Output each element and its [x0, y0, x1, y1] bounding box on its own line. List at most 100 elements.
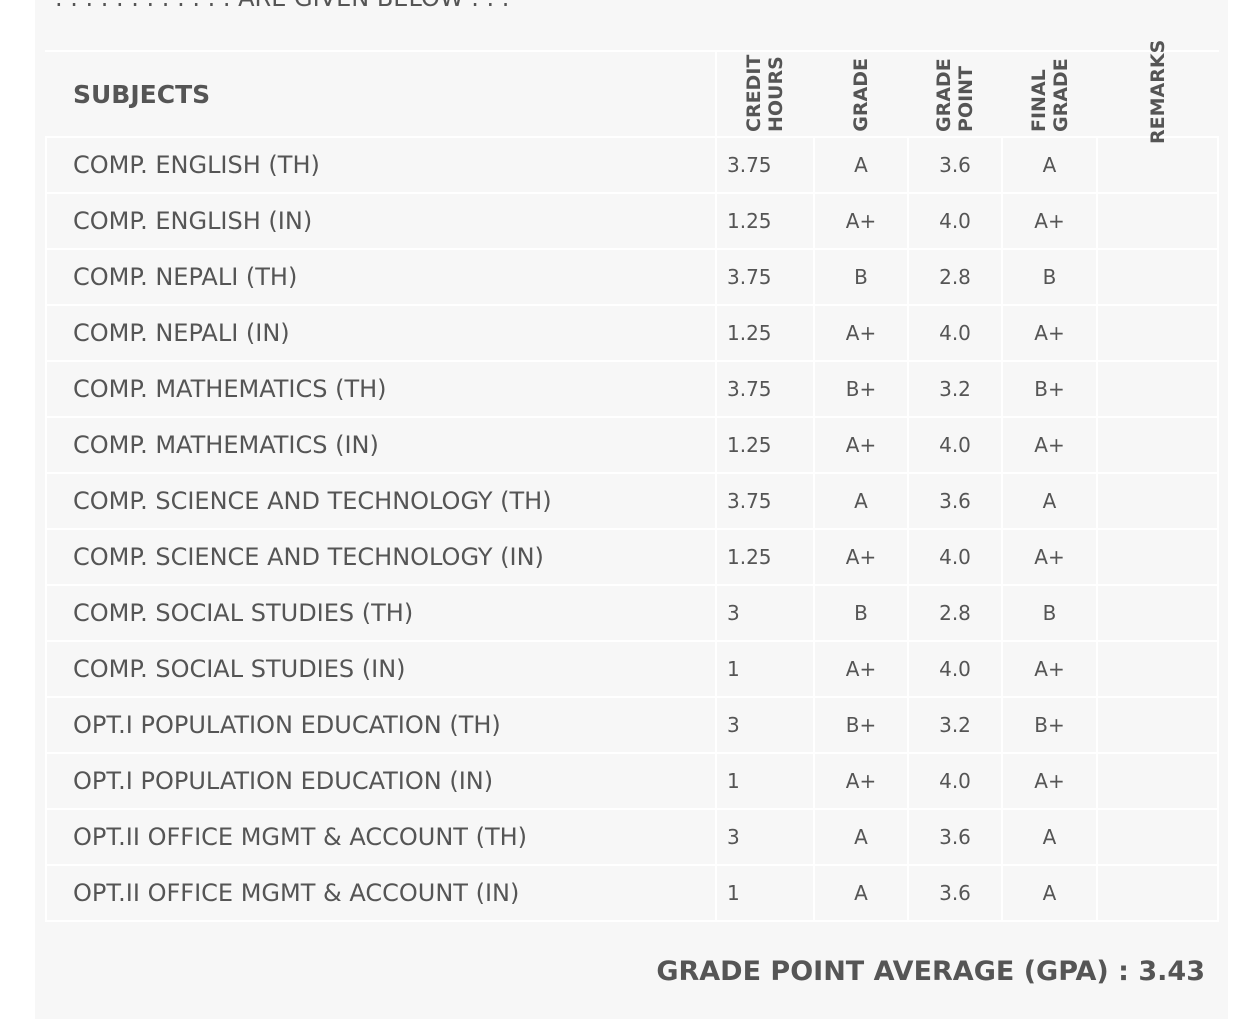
header-cell: GRADE — [814, 50, 908, 138]
value-cell: A — [813, 472, 909, 530]
value-cell: 3.6 — [907, 136, 1003, 194]
value-cell: A+ — [1001, 528, 1098, 586]
subject-cell: COMP. MATHEMATICS (TH) — [45, 360, 717, 418]
value-cell: 2.8 — [907, 584, 1003, 642]
value-cell: A+ — [1001, 304, 1098, 362]
value-cell: B+ — [1001, 696, 1098, 754]
table-row: COMP. SOCIAL STUDIES (TH) 3 B 2.8 B — [45, 584, 1219, 642]
value-cell: A+ — [813, 304, 909, 362]
table-row: COMP. MATHEMATICS (TH) 3.75 B+ 3.2 B+ — [45, 360, 1219, 418]
subject-cell: COMP. SOCIAL STUDIES (TH) — [45, 584, 717, 642]
table-row: COMP. NEPALI (TH) 3.75 B 2.8 B — [45, 248, 1219, 306]
value-cell: A — [1001, 808, 1098, 866]
header-row: SUBJECTS CREDIT HOURS GRADE GRADE POINT FINA… — [46, 40, 1218, 144]
value-cell: B — [813, 584, 909, 642]
value-cell: A — [813, 864, 909, 922]
remarks-cell — [1096, 472, 1219, 530]
subject-cell: OPT.I POPULATION EDUCATION (IN) — [45, 752, 717, 810]
value-cell: A+ — [813, 192, 909, 250]
remarks-cell — [1096, 752, 1219, 810]
value-cell: A — [1001, 472, 1098, 530]
value-cell: B — [813, 248, 909, 306]
header-label: REMARKS — [1146, 39, 1169, 144]
value-cell: 3.2 — [907, 696, 1003, 754]
value-cell: A — [1001, 864, 1098, 922]
value-cell: 3 — [715, 696, 815, 754]
value-cell: A — [813, 808, 909, 866]
table-row: COMP. ENGLISH (IN) 1.25 A+ 4.0 A+ — [45, 192, 1219, 250]
remarks-cell — [1096, 192, 1219, 250]
value-cell: 1.25 — [715, 304, 815, 362]
table-body: COMP. ENGLISH (TH) 3.75 A 3.6 A COMP. ENGLISH… — [45, 136, 1219, 922]
table-row: OPT.II OFFICE MGMT & ACCOUNT (IN) 1 A 3.6 A — [45, 864, 1219, 922]
table-row: COMP. ENGLISH (TH) 3.75 A 3.6 A — [45, 136, 1219, 194]
value-cell: 4.0 — [907, 192, 1003, 250]
value-cell: 3.6 — [907, 808, 1003, 866]
subject-cell: COMP. SCIENCE AND TECHNOLOGY (IN) — [45, 528, 717, 586]
table-row: COMP. SCIENCE AND TECHNOLOGY (IN) 1.25 A+ 4… — [45, 528, 1219, 586]
header-label: GRADE POINT — [933, 58, 977, 132]
value-cell: 3 — [715, 584, 815, 642]
remarks-cell — [1096, 528, 1219, 586]
remarks-cell — [1096, 416, 1219, 474]
subject-cell: COMP. NEPALI (IN) — [45, 304, 717, 362]
value-cell: B+ — [1001, 360, 1098, 418]
subject-cell: COMP. NEPALI (TH) — [45, 248, 717, 306]
value-cell: B+ — [813, 360, 909, 418]
header-cell: REMARKS — [1097, 40, 1218, 144]
value-cell: 4.0 — [907, 640, 1003, 698]
value-cell: 4.0 — [907, 304, 1003, 362]
value-cell: 1 — [715, 864, 815, 922]
subject-cell: COMP. ENGLISH (TH) — [45, 136, 717, 194]
value-cell: 3.6 — [907, 864, 1003, 922]
value-cell: A — [813, 136, 909, 194]
remarks-cell — [1096, 696, 1219, 754]
value-cell: 4.0 — [907, 528, 1003, 586]
gpa-value: 3.43 — [1138, 956, 1205, 987]
table-row: OPT.II OFFICE MGMT & ACCOUNT (TH) 3 A 3.6 A — [45, 808, 1219, 866]
value-cell: A+ — [813, 416, 909, 474]
subject-cell: COMP. ENGLISH (IN) — [45, 192, 717, 250]
grade-table: SUBJECTS CREDIT HOURS GRADE GRADE POINT FINA… — [45, 40, 1219, 922]
remarks-cell — [1096, 864, 1219, 922]
subject-cell: COMP. SCIENCE AND TECHNOLOGY (TH) — [45, 472, 717, 530]
remarks-cell — [1096, 136, 1219, 194]
value-cell: 1.25 — [715, 528, 815, 586]
value-cell: 3.6 — [907, 472, 1003, 530]
table-row: OPT.I POPULATION EDUCATION (TH) 3 B+ 3.2 B+ — [45, 696, 1219, 754]
value-cell: 3.75 — [715, 136, 815, 194]
value-cell: 3.75 — [715, 360, 815, 418]
value-cell: B+ — [813, 696, 909, 754]
subject-cell: OPT.II OFFICE MGMT & ACCOUNT (TH) — [45, 808, 717, 866]
value-cell: A+ — [813, 752, 909, 810]
header-cell: FINAL GRADE — [1002, 50, 1097, 138]
header-cell: SUBJECTS — [46, 50, 717, 138]
value-cell: A+ — [1001, 192, 1098, 250]
header-label: GRADE — [850, 58, 872, 132]
value-cell: 3.2 — [907, 360, 1003, 418]
value-cell: A+ — [1001, 416, 1098, 474]
value-cell: A+ — [1001, 752, 1098, 810]
value-cell: 3.75 — [715, 472, 815, 530]
remarks-cell — [1096, 808, 1219, 866]
value-cell: 3 — [715, 808, 815, 866]
value-cell: 1.25 — [715, 416, 815, 474]
remarks-cell — [1096, 248, 1219, 306]
value-cell: A+ — [813, 640, 909, 698]
header-label: FINAL GRADE — [1027, 58, 1072, 132]
value-cell: A+ — [1001, 640, 1098, 698]
header-cell: GRADE POINT — [908, 50, 1002, 138]
value-cell: 1.25 — [715, 192, 815, 250]
value-cell: B — [1001, 248, 1098, 306]
gpa-line: GRADE POINT AVERAGE (GPA) : 3.43 — [656, 956, 1205, 987]
table-row: COMP. SOCIAL STUDIES (IN) 1 A+ 4.0 A+ — [45, 640, 1219, 698]
value-cell: A+ — [813, 528, 909, 586]
value-cell: 1 — [715, 752, 815, 810]
remarks-cell — [1096, 584, 1219, 642]
remarks-cell — [1096, 304, 1219, 362]
table-row: COMP. NEPALI (IN) 1.25 A+ 4.0 A+ — [45, 304, 1219, 362]
value-cell: 4.0 — [907, 416, 1003, 474]
value-cell: A — [1001, 136, 1098, 194]
table-row: COMP. MATHEMATICS (IN) 1.25 A+ 4.0 A+ — [45, 416, 1219, 474]
